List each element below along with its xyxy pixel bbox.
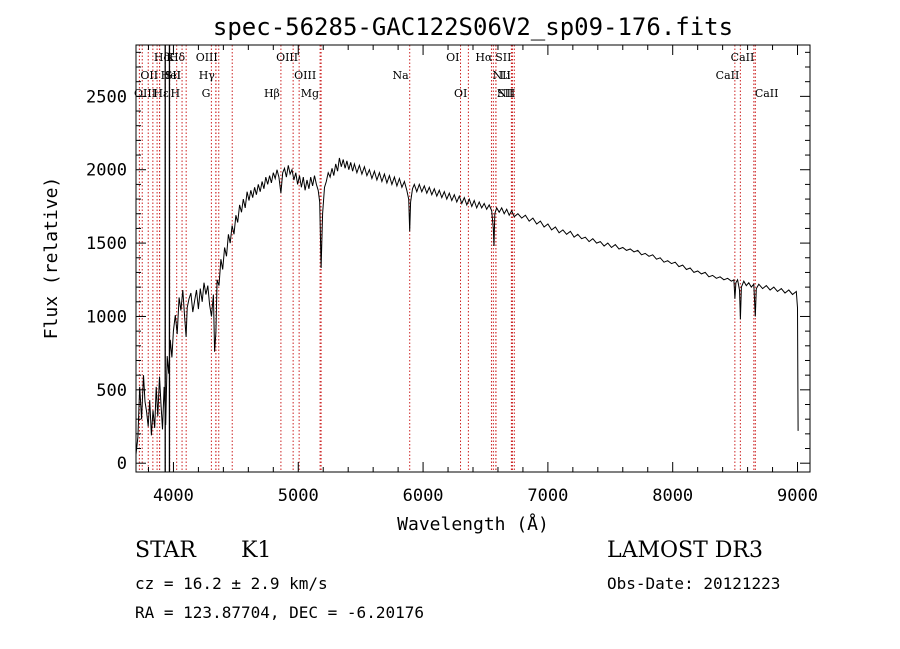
line-label-25: CaII (731, 51, 755, 64)
line-label-16: Na (393, 69, 410, 82)
line-label-19: Hα (475, 51, 493, 64)
observation-date: Obs-Date: 20121223 (607, 574, 781, 593)
y-axis-label: Flux (relative) (41, 177, 62, 340)
x-axis-ticks: 4000 5000 6000 7000 8000 9000 (147, 45, 818, 506)
y-tick-label-5: 2500 (86, 87, 127, 107)
line-label-3: K (166, 51, 175, 64)
line-label-14: Hβ (264, 87, 280, 100)
y-tick-label-4: 2000 (86, 161, 127, 181)
y-tick-label-1: 500 (96, 381, 127, 401)
redshift-info: cz = 16.2 ± 2.9 km/s (135, 574, 328, 593)
line-label-23: NII (497, 87, 515, 100)
line-label-27: CaII (755, 87, 779, 100)
line-label-12: OIII (276, 51, 298, 64)
object-class: K1 (241, 538, 272, 563)
y-tick-label-0: 0 (117, 454, 127, 474)
line-label-6: H (170, 87, 180, 100)
line-label-21: NII (492, 69, 510, 82)
plot-frame (135, 44, 811, 473)
line-label-10: Hγ (199, 69, 216, 82)
x-tick-label-2: 6000 (403, 486, 444, 506)
x-tick-label-1: 5000 (278, 486, 319, 506)
survey-name: LAMOST DR3 (607, 538, 763, 563)
y-axis-ticks: 0 500 1000 1500 2000 2500 (86, 51, 810, 474)
line-label-13: OIII (294, 69, 316, 82)
spectrum-line (135, 157, 799, 455)
line-label-9: OIII (196, 51, 218, 64)
object-type: STAR (135, 538, 196, 563)
line-label-26: CaII (716, 69, 740, 82)
line-label-20: SII (495, 51, 511, 64)
y-tick-label-2: 1000 (86, 307, 127, 327)
line-label-4: HeI (161, 69, 181, 82)
x-tick-label-0: 4000 (153, 486, 194, 506)
line-label-15: Mg (301, 87, 319, 100)
line-label-5: Hε (153, 87, 169, 100)
line-label-7: SII (165, 69, 181, 82)
line-label-1: OII (140, 69, 158, 82)
spectral-line-markers (138, 45, 756, 472)
line-label-24: SII (497, 87, 513, 100)
line-label-11: G (202, 87, 211, 100)
coordinates-info: RA = 123.87704, DEC = -6.20176 (135, 603, 424, 622)
x-axis-label: Wavelength (Å) (397, 513, 549, 535)
line-label-0: Hδ (154, 51, 171, 64)
y-tick-label-3: 1500 (86, 234, 127, 254)
x-tick-label-3: 7000 (527, 486, 568, 506)
chart-title: spec-56285-GAC122S06V2_sp09-176.fits (213, 13, 733, 41)
x-tick-label-4: 8000 (652, 486, 693, 506)
x-tick-label-5: 9000 (777, 486, 818, 506)
line-label-22: Li (500, 69, 511, 82)
line-label-18: OI (454, 87, 467, 100)
line-label-17: OI (446, 51, 459, 64)
line-label-8: Hδ (169, 51, 186, 64)
